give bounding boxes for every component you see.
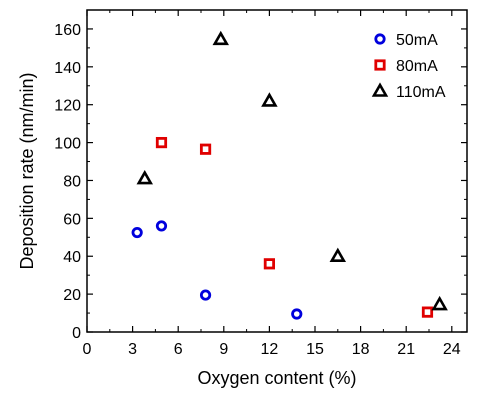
data-point-110ma bbox=[431, 295, 448, 311]
data-point-50ma bbox=[155, 220, 168, 232]
x-tick-label: 9 bbox=[219, 341, 228, 358]
data-point-80ma bbox=[199, 143, 212, 155]
y-tick-label: 20 bbox=[63, 287, 81, 304]
y-tick-label: 120 bbox=[54, 98, 81, 115]
legend-label-110ma: 110mA bbox=[396, 84, 446, 101]
legend-marker-110ma bbox=[371, 82, 389, 97]
x-tick-label: 18 bbox=[352, 341, 370, 358]
x-tick-label: 15 bbox=[306, 341, 324, 358]
data-point-50ma bbox=[131, 226, 143, 239]
data-point-50ma bbox=[199, 289, 212, 301]
legend-label-50ma: 50mA bbox=[396, 32, 438, 49]
legend-marker-50ma bbox=[374, 33, 386, 45]
x-tick-label: 21 bbox=[397, 341, 415, 358]
x-tick-label: 12 bbox=[261, 341, 279, 358]
data-point-110ma bbox=[212, 30, 230, 46]
y-tick-label: 140 bbox=[54, 60, 81, 77]
y-tick-label: 40 bbox=[63, 249, 81, 266]
data-point-110ma bbox=[136, 169, 154, 185]
y-tick-label: 100 bbox=[54, 136, 81, 153]
data-point-80ma bbox=[263, 258, 276, 270]
legend-label-80ma: 80mA bbox=[396, 58, 438, 75]
x-tick-label: 3 bbox=[128, 341, 137, 358]
data-point-50ma bbox=[291, 308, 303, 320]
y-tick-label: 160 bbox=[54, 22, 81, 39]
y-tick-label: 0 bbox=[72, 325, 81, 342]
data-point-110ma bbox=[261, 92, 278, 107]
legend-marker-80ma bbox=[374, 59, 386, 71]
x-axis-label: Oxygen content (%) bbox=[197, 368, 356, 388]
y-tick-label: 60 bbox=[63, 211, 81, 228]
x-tick-label: 6 bbox=[174, 341, 183, 358]
data-point-110ma bbox=[329, 247, 347, 263]
y-axis-label: Deposition rate (nm/min) bbox=[17, 72, 37, 269]
data-point-80ma bbox=[155, 136, 168, 149]
x-tick-label: 0 bbox=[83, 341, 92, 358]
x-tick-label: 24 bbox=[443, 341, 461, 358]
y-tick-label: 80 bbox=[63, 173, 81, 190]
plot-frame bbox=[86, 9, 468, 333]
data-point-80ma bbox=[421, 306, 434, 318]
